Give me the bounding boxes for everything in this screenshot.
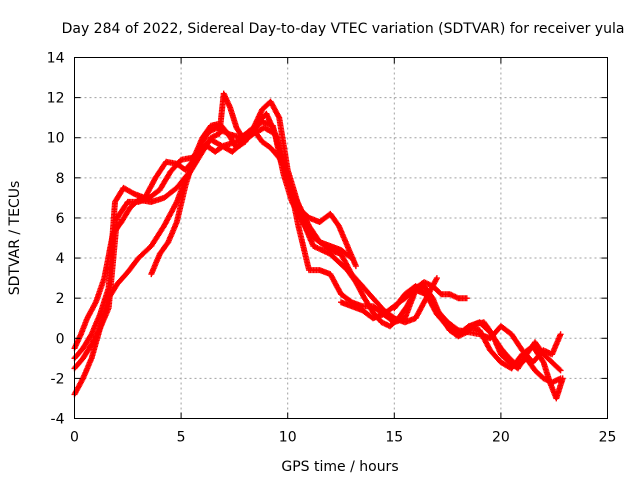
series-track-2	[71, 124, 355, 372]
data-point	[352, 263, 359, 270]
data-points	[71, 90, 566, 402]
data-point	[557, 367, 564, 374]
data-point	[347, 254, 354, 261]
data-point	[556, 366, 563, 373]
axis-ticks: 0 5 10 15 20 25 -4 -2 0 2 4 6 8 10 12 14	[47, 51, 617, 446]
y-tick-label: 12	[47, 91, 65, 107]
chart-title: Day 284 of 2022, Sidereal Day-to-day VTE…	[62, 21, 625, 37]
x-tick-label: 20	[492, 430, 510, 446]
y-tick-label: 0	[56, 331, 65, 347]
y-tick-label: 6	[56, 211, 65, 227]
x-tick-label: 5	[177, 430, 186, 446]
y-tick-label: 8	[56, 171, 65, 187]
y-tick-label: -4	[51, 412, 65, 428]
data-point	[433, 275, 440, 282]
data-point	[348, 255, 355, 262]
data-point	[557, 331, 564, 338]
series-track-7	[338, 287, 564, 366]
y-axis-label: SDTVAR / TECUs	[7, 181, 23, 296]
x-tick-label: 15	[385, 430, 403, 446]
x-tick-label: 25	[599, 430, 617, 446]
y-tick-label: 4	[56, 251, 65, 267]
data-point	[559, 375, 566, 382]
plot-frame	[74, 57, 608, 419]
y-tick-label: 2	[56, 291, 65, 307]
series-track-4	[71, 90, 470, 398]
x-tick-label: 0	[70, 430, 79, 446]
data-point	[463, 295, 470, 302]
y-tick-label: 10	[47, 131, 65, 147]
x-axis-label: GPS time / hours	[281, 459, 398, 475]
series-track-8	[465, 323, 566, 402]
y-tick-label: -2	[51, 371, 65, 387]
x-tick-label: 10	[279, 430, 297, 446]
y-tick-label: 14	[47, 51, 65, 67]
